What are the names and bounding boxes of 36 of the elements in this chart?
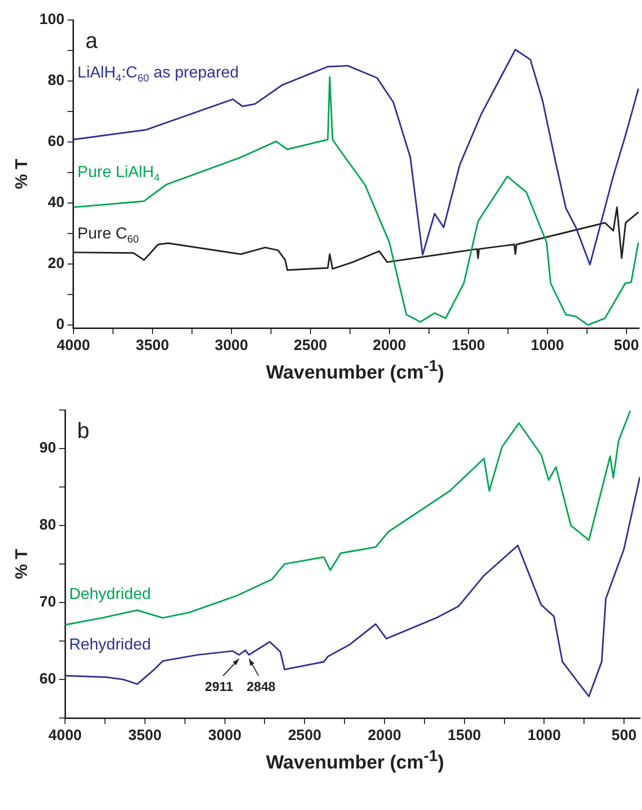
x-tick-label: 2000 [372,337,406,354]
x-tick-label: 1000 [530,337,564,354]
x-axis-title: Wavenumber (cm$^{-1}$) [264,748,446,775]
x-tick-label: 3000 [214,337,248,354]
y-axis-title: % T [12,548,31,580]
annotation: b [77,418,90,444]
x-tick-label: 500 [614,337,639,354]
y-tick-label: 40 [48,194,64,212]
x-tick-label: 500 [612,727,637,744]
annotation: a [85,28,98,53]
y-tick-label: 90 [39,440,56,457]
series-label: Rehydrided [69,636,151,654]
x-tick-label: 1000 [527,727,561,744]
x-axis-title: Wavenumber (cm$^{-1}$) [264,358,446,384]
y-tick-label: 60 [48,133,64,150]
x-tick-label: 3000 [208,727,242,744]
y-tick-label: 20 [48,255,64,272]
x-tick-label: 1500 [452,337,486,354]
x-tick-label: 2500 [288,727,322,744]
x-tick-label: 1500 [448,727,482,744]
annotation: 2911 [204,679,234,694]
y-tick-label: 80 [39,516,56,534]
x-tick-label: 3500 [128,727,162,744]
series-label: Dehydrided [69,586,151,604]
y-tick-label: 0 [56,316,64,334]
x-tick-label: 2000 [368,727,402,744]
y-tick-label: 80 [48,72,64,90]
annotation: 2848 [246,679,276,694]
x-tick-label: 2500 [294,337,328,354]
x-tick-label: 3500 [136,337,170,354]
y-axis-title: % T [12,158,31,190]
x-tick-label: 4000 [48,727,82,744]
y-tick-label: 60 [39,670,56,688]
y-tick-label: 100 [39,11,64,28]
x-tick-label: 4000 [56,337,90,354]
y-tick-label: 70 [39,594,56,611]
